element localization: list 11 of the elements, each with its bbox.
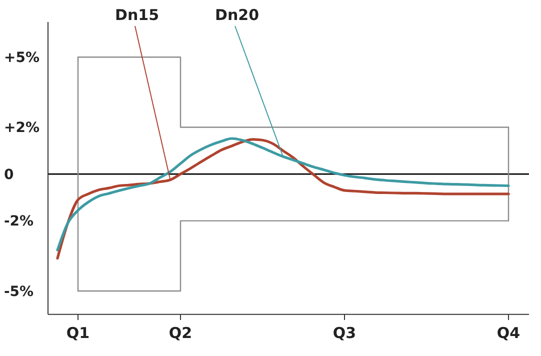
y-tick-label: -5% bbox=[4, 284, 34, 300]
y-tick-label: +2% bbox=[4, 120, 40, 136]
x-tick-label: Q3 bbox=[332, 324, 356, 342]
y-tick-label: +5% bbox=[4, 50, 40, 66]
y-tick-label: -2% bbox=[4, 214, 34, 230]
x-tick-label: Q1 bbox=[66, 324, 90, 342]
x-tick-label: Q2 bbox=[168, 324, 192, 342]
text: Dn20 bbox=[215, 6, 260, 24]
text: Dn15 bbox=[115, 6, 160, 24]
y-tick-label: 0 bbox=[4, 166, 14, 183]
x-tick-label: Q4 bbox=[496, 324, 520, 342]
